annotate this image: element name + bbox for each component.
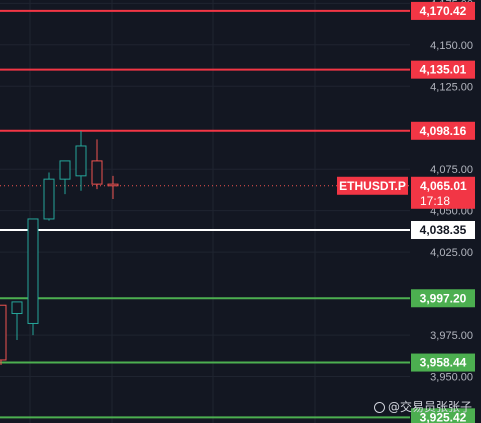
candle-body[interactable] (107, 183, 119, 187)
candle-body[interactable] (27, 218, 39, 324)
last-price-tag (411, 176, 475, 209)
level-price-tag (411, 353, 475, 372)
level-price-tag (411, 1, 475, 20)
level-price-label: 4,098.16 (420, 124, 467, 138)
watermark-text: @交易员张张子 (388, 400, 473, 414)
y-axis-tick-label: 4,025.00 (430, 247, 473, 259)
candle-body[interactable] (0, 304, 7, 361)
watermark-icon (374, 402, 385, 413)
candle-body[interactable] (11, 301, 23, 315)
level-price-tag (411, 289, 475, 308)
countdown-label: 17:18 (420, 194, 450, 208)
level-price-label: 3,925.42 (420, 410, 467, 423)
level-price-label: 3,997.20 (420, 291, 467, 305)
level-price-label: 4,135.01 (420, 63, 467, 77)
level-price-tag (411, 408, 475, 423)
level-price-tag (411, 220, 475, 239)
candle-body[interactable] (91, 160, 103, 185)
candle-body[interactable] (59, 160, 71, 180)
level-price-tag (411, 121, 475, 140)
y-axis-tick-label: 3,950.00 (430, 372, 473, 384)
last-price-label: 4,065.01 (420, 179, 467, 193)
y-axis-tick-label: 4,150.00 (430, 40, 473, 52)
y-axis-tick-label: 3,975.00 (430, 330, 473, 342)
y-axis-tick-label: 4,125.00 (430, 81, 473, 93)
level-price-tag (411, 60, 475, 79)
level-price-label: 4,170.42 (420, 4, 467, 18)
candle-body[interactable] (43, 178, 55, 220)
symbol-tag (337, 176, 408, 195)
level-price-label: 3,958.44 (420, 356, 467, 370)
symbol-label: ETHUSDT.P (339, 179, 406, 193)
level-price-label: 4,038.35 (420, 223, 467, 237)
watermark: @交易员张张子 (374, 398, 472, 415)
candle-body[interactable] (75, 145, 87, 177)
y-axis-tick-label: 4,075.00 (430, 164, 473, 176)
